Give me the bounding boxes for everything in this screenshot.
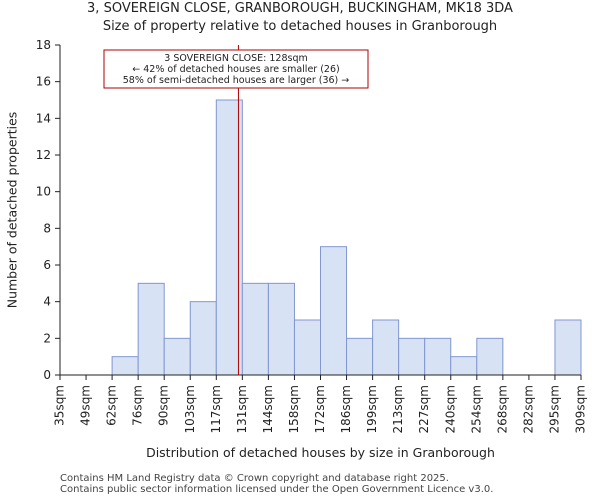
x-tick-label: 282sqm bbox=[521, 385, 535, 433]
y-tick-label: 6 bbox=[43, 258, 51, 272]
histogram-bar bbox=[189, 301, 217, 376]
histogram-bar bbox=[111, 356, 139, 376]
histogram-bar bbox=[241, 282, 269, 376]
chart-subtitle: Size of property relative to detached ho… bbox=[102, 19, 498, 34]
axes-group: 0 2 4 6 8 10 12 14 16 18 35sqm 49sqm 62sqm 76sqm 90sqm… bbox=[36, 38, 588, 433]
histogram-bar bbox=[346, 337, 374, 376]
x-tick-label: 103sqm bbox=[183, 385, 197, 433]
x-tick-label: 144sqm bbox=[261, 385, 275, 433]
y-tick-label: 16 bbox=[36, 75, 51, 89]
histogram-bar bbox=[320, 246, 348, 376]
x-tick-label: 49sqm bbox=[79, 385, 93, 426]
chart-title: 3, SOVEREIGN CLOSE, GRANBOROUGH, BUCKING… bbox=[87, 1, 513, 16]
y-tick-label: 10 bbox=[36, 185, 51, 199]
histogram-bar bbox=[267, 282, 295, 376]
annotation-line-3: 58% of semi-detached houses are larger (… bbox=[123, 75, 350, 86]
y-tick-label: 18 bbox=[36, 38, 51, 52]
x-tick-label: 131sqm bbox=[235, 385, 249, 433]
x-tick-label: 268sqm bbox=[495, 385, 509, 433]
x-axis-label: Distribution of detached houses by size … bbox=[146, 445, 495, 460]
histogram-bar bbox=[554, 319, 582, 376]
annotation-box bbox=[103, 49, 369, 89]
histogram-bar bbox=[163, 337, 191, 376]
histogram-bar bbox=[372, 319, 400, 376]
histogram-bar bbox=[398, 337, 426, 376]
x-tick-label: 254sqm bbox=[469, 385, 483, 433]
x-tick-label: 90sqm bbox=[157, 385, 171, 426]
y-tick-label: 8 bbox=[43, 221, 51, 235]
y-tick-label: 0 bbox=[43, 368, 51, 382]
x-tick-label: 295sqm bbox=[547, 385, 561, 433]
x-tick-label: 62sqm bbox=[105, 385, 119, 426]
histogram-bar bbox=[293, 319, 322, 376]
histogram-bar bbox=[424, 337, 452, 376]
x-tick-label: 213sqm bbox=[391, 385, 405, 433]
y-tick-label: 2 bbox=[43, 331, 51, 345]
y-tick-label: 12 bbox=[36, 148, 51, 162]
x-tick-label: 117sqm bbox=[209, 385, 223, 433]
x-tick-label: 158sqm bbox=[287, 385, 301, 433]
histogram-bar bbox=[476, 337, 504, 376]
x-tick-label: 172sqm bbox=[313, 385, 327, 433]
x-tick-label: 186sqm bbox=[339, 385, 353, 433]
histogram-bar bbox=[137, 282, 165, 376]
y-tick-label: 4 bbox=[43, 295, 51, 309]
x-tick-label: 309sqm bbox=[574, 385, 588, 433]
y-axis-label: Number of detached properties bbox=[5, 112, 20, 309]
x-tick-label: 199sqm bbox=[365, 385, 379, 433]
x-tick-label: 76sqm bbox=[131, 385, 145, 426]
x-tick-label: 227sqm bbox=[417, 385, 431, 433]
footer-line-2: Contains public sector information licen… bbox=[60, 484, 494, 495]
x-tick-label: 35sqm bbox=[53, 385, 67, 426]
histogram-bar bbox=[450, 356, 478, 376]
annotation-line-1: 3 SOVEREIGN CLOSE: 128sqm bbox=[164, 53, 307, 64]
bars-group bbox=[111, 99, 582, 376]
x-tick-label: 240sqm bbox=[443, 385, 457, 433]
y-tick-label: 14 bbox=[36, 111, 51, 125]
annotation-line-2: ← 42% of detached houses are smaller (26… bbox=[132, 64, 339, 75]
footer-line-1: Contains HM Land Registry data © Crown c… bbox=[60, 473, 449, 484]
